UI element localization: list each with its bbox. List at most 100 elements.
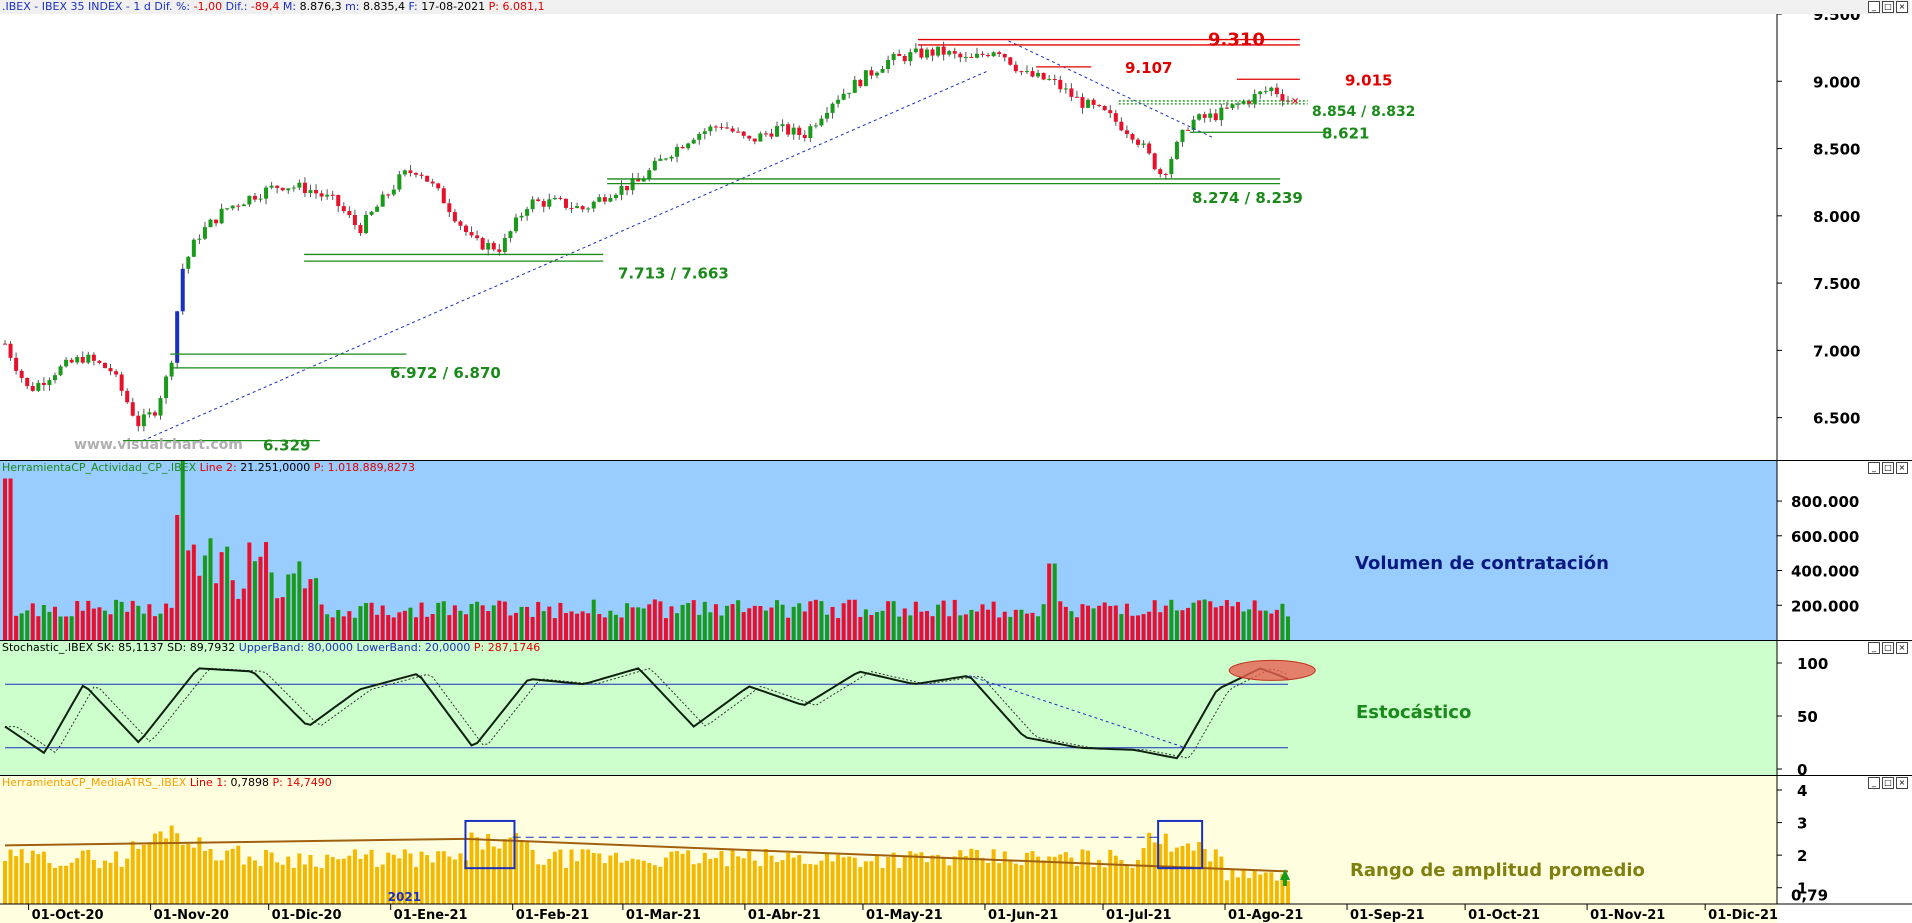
volume-bar (1186, 607, 1191, 640)
volume-bar (197, 575, 202, 640)
atr-bar (658, 866, 663, 904)
minimize-icon[interactable]: _ (1868, 462, 1880, 474)
price-candle (241, 204, 246, 207)
volume-bar (41, 605, 46, 640)
atr-bar (697, 863, 702, 904)
atr-bar (836, 854, 841, 904)
close-icon[interactable]: × (1896, 462, 1908, 474)
volume-bar (1280, 603, 1285, 640)
price-candle (1191, 119, 1196, 130)
volume-bar (625, 603, 630, 640)
atr-bar (386, 852, 391, 904)
minimize-icon[interactable]: _ (1868, 777, 1880, 789)
atr-bar (1208, 861, 1213, 904)
volume-bar (269, 572, 274, 640)
atr-bar (80, 850, 85, 904)
volume-bar (952, 599, 957, 640)
volume-bar (341, 616, 346, 640)
stoch-sd: SD: 89,7932 (167, 641, 236, 654)
price-candle (1041, 72, 1046, 80)
volume-bar (1191, 602, 1196, 640)
p-label: P: (488, 0, 499, 13)
price-plot-bg (0, 14, 1777, 460)
price-candle (1058, 79, 1063, 90)
volume-p-value: 1.018.889,8273 (327, 461, 416, 474)
price-candle (1002, 54, 1007, 58)
close-icon[interactable]: × (1896, 777, 1908, 789)
volume-bar (86, 600, 91, 640)
atr-bar (691, 864, 696, 904)
close-icon[interactable]: × (1896, 642, 1908, 654)
volume-bar (924, 611, 929, 640)
volume-bar (747, 608, 752, 640)
price-candle (1008, 57, 1013, 65)
volume-bar (680, 604, 685, 640)
restore-icon[interactable]: □ (1882, 462, 1894, 474)
atr-bar (952, 856, 957, 904)
atr-bar (491, 846, 496, 904)
stoch-y-tick-label: 50 (1797, 708, 1818, 726)
atr-bar (558, 849, 563, 904)
atr-bar (1052, 856, 1057, 904)
close-icon[interactable]: × (1896, 1, 1908, 13)
volume-y-tick-label: 200.000 (1791, 597, 1859, 615)
atr-bar (1169, 851, 1174, 904)
atr-bar (1108, 849, 1113, 904)
watermark: www.visualchart.com (74, 437, 243, 453)
price-candle (180, 268, 185, 312)
price-candle (591, 201, 596, 209)
minimize-icon[interactable]: _ (1868, 642, 1880, 654)
price-candle (1158, 169, 1163, 175)
price-candle (658, 158, 663, 161)
price-candle (208, 219, 213, 228)
time-axis-label: 01-May-21 (866, 908, 943, 923)
volume-bar (502, 601, 507, 640)
volume-bar (1163, 605, 1168, 640)
volume-bar (1213, 607, 1218, 640)
price-candle (308, 190, 313, 194)
atr-bar (3, 860, 7, 904)
volume-bar (236, 598, 241, 640)
atr-bar (1280, 874, 1285, 904)
volume-bar (508, 615, 513, 640)
atr-y-tick-label: 1 (1797, 880, 1807, 898)
restore-icon[interactable]: □ (1882, 1, 1894, 13)
price-candle (1086, 99, 1091, 108)
price-candle (641, 179, 646, 182)
price-candle (1108, 110, 1113, 114)
atr-bar (663, 857, 668, 904)
volume-bar (3, 478, 7, 640)
price-candle (202, 227, 207, 239)
time-axis-label: 01-Ene-21 (394, 908, 468, 923)
atr-bar (297, 853, 302, 904)
price-candle (1091, 99, 1096, 105)
atr-bar (225, 850, 230, 904)
atr-bar (808, 863, 813, 904)
atr-bar (475, 837, 480, 904)
price-candle (525, 209, 530, 216)
atr-bar (1102, 867, 1107, 904)
volume-bar (919, 611, 924, 640)
price-candle (275, 185, 280, 188)
atr-bar (841, 857, 846, 904)
price-candle (675, 146, 680, 157)
volume-bar (302, 588, 307, 640)
atr-bar (1124, 864, 1129, 904)
atr-bar (397, 858, 402, 904)
restore-icon[interactable]: □ (1882, 777, 1894, 789)
atr-bar (569, 849, 574, 904)
atr-bar (202, 850, 207, 904)
price-candle (236, 205, 241, 207)
volume-bar (1108, 605, 1113, 640)
minimize-icon[interactable]: _ (1868, 1, 1880, 13)
atr-bar (180, 844, 185, 904)
volume-y-tick-label: 400.000 (1791, 563, 1859, 581)
volume-bar (314, 578, 319, 640)
time-axis-label: 01-Jun-21 (988, 908, 1058, 923)
atr-bar (1224, 880, 1229, 904)
price-candle (75, 356, 80, 363)
price-candle (97, 360, 102, 363)
restore-icon[interactable]: □ (1882, 642, 1894, 654)
volume-bar (963, 614, 968, 640)
volume-bar (247, 542, 252, 640)
